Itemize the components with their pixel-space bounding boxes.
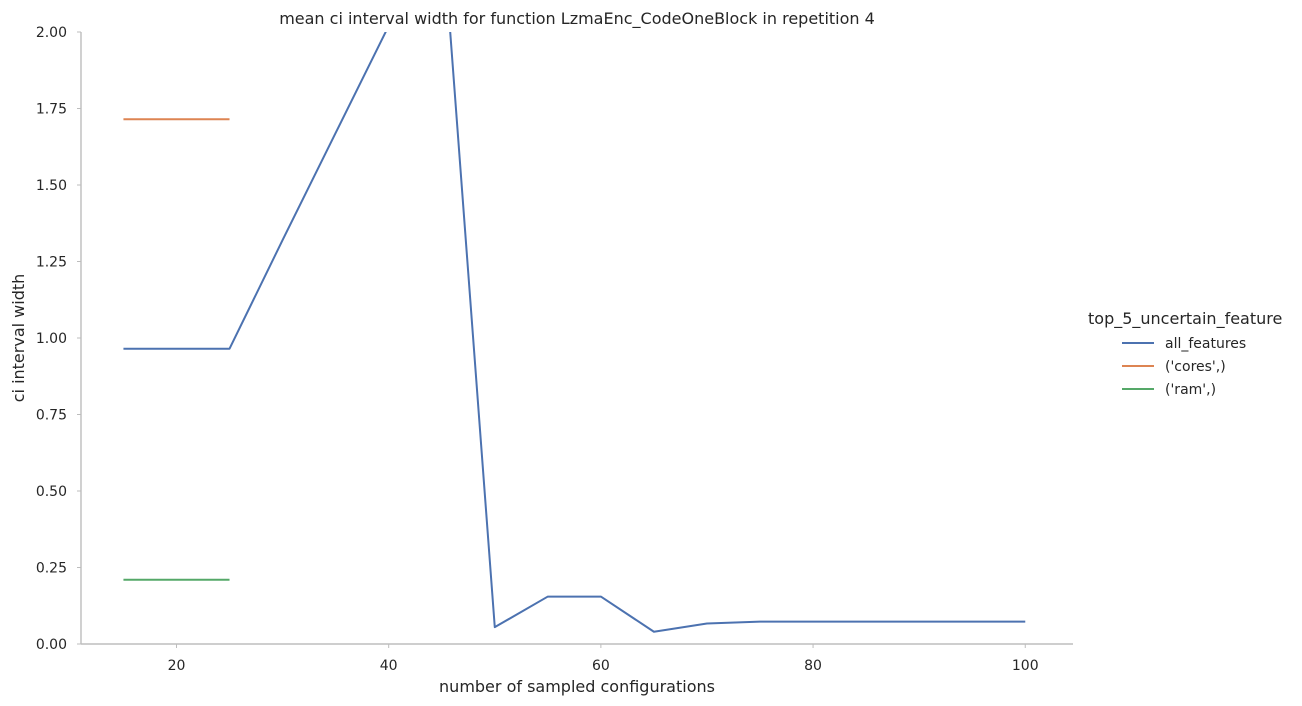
x-tick-label: 20 — [168, 658, 186, 674]
legend-label: ('ram',) — [1165, 382, 1216, 398]
y-tick-label: 0.00 — [36, 637, 67, 653]
legend-label: ('cores',) — [1165, 359, 1226, 375]
y-tick-label: 1.00 — [36, 331, 67, 347]
y-axis-label: ci interval width — [9, 274, 28, 403]
x-axis-label: number of sampled configurations — [439, 677, 715, 696]
y-tick-label: 0.75 — [36, 408, 67, 424]
axes-ticks: 20 40 60 80 100 0.00 0.25 0.50 0.75 1.00 1.25 1.50 1… — [36, 25, 1039, 674]
y-tick-label: 2.00 — [36, 25, 67, 41]
y-tick-label: 0.50 — [36, 484, 67, 500]
chart-title: mean ci interval width for function Lzma… — [279, 9, 875, 29]
x-tick-label: 60 — [592, 658, 610, 674]
legend-title: top_5_uncertain_feature — [1088, 309, 1282, 329]
y-tick-label: 1.75 — [36, 102, 67, 118]
legend: top_5_uncertain_feature all_features ('co… — [1088, 309, 1282, 398]
series-layer — [123, 32, 1026, 633]
y-tick-label: 0.25 — [36, 561, 67, 577]
y-tick-label: 1.50 — [36, 178, 67, 194]
y-tick-label: 1.25 — [36, 255, 67, 271]
x-tick-label: 100 — [1012, 658, 1039, 674]
series-line-all-features — [123, 32, 1026, 633]
x-tick-label: 80 — [804, 658, 822, 674]
legend-label: all_features — [1165, 336, 1246, 352]
x-tick-label: 40 — [380, 658, 398, 674]
